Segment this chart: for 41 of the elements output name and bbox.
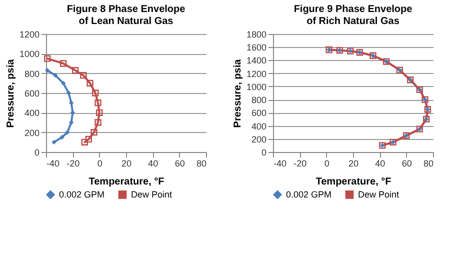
x-tick-label: 80 [423, 158, 434, 168]
x-tick-label: -40 [274, 158, 287, 168]
y-tick-label: 200 [24, 128, 40, 138]
y-tick-label: 600 [251, 108, 266, 118]
x-tick-label: 40 [148, 158, 158, 168]
y-axis-title: Pressure, psia [5, 58, 16, 128]
y-tick-label: 600 [24, 88, 40, 98]
x-tick-label: -20 [66, 158, 80, 168]
y-tick-label: 1800 [246, 30, 266, 40]
x-axis-title: Temperature, °F [88, 176, 164, 188]
y-tick-label: 1400 [246, 56, 266, 66]
y-tick-label: 400 [24, 108, 40, 118]
y-tick-label: 800 [251, 95, 266, 106]
y-tick-label: 1600 [246, 42, 266, 53]
chart-title: Figure 8 Phase Envelope of Lean Natural Gas [66, 4, 186, 27]
x-axis-title: Temperature, °F [316, 176, 392, 188]
y-tick-label: 1200 [19, 30, 40, 40]
x-tick-label: 60 [402, 158, 412, 168]
x-tick-label: 20 [348, 158, 359, 168]
x-tick-label: 20 [121, 158, 132, 168]
y-tick-label: 200 [251, 134, 266, 144]
y-axis-title: Pressure, psia [232, 58, 244, 128]
x-tick-label: 0 [97, 158, 102, 168]
y-tick-label: 0 [34, 148, 40, 158]
x-tick-label: 60 [174, 158, 185, 168]
legend-label: Dew Point [358, 190, 400, 200]
y-tick-label: 400 [251, 121, 266, 132]
y-tick-label: 1000 [19, 49, 40, 60]
y-tick-label: 1000 [246, 82, 266, 92]
chart-title: Figure 9 Phase Envelope of Rich Natural Gas [294, 4, 413, 27]
x-tick-label: 40 [375, 158, 386, 168]
x-tick-label: 0 [324, 158, 330, 168]
legend-label: 0.002 GPM [286, 190, 332, 200]
legend-label: 0.002 GPM [59, 190, 105, 200]
legend-label: Dew Point [131, 190, 173, 200]
y-tick-label: 0 [261, 148, 266, 158]
x-tick-label: 80 [196, 158, 206, 168]
x-tick-label: -20 [294, 158, 307, 168]
x-tick-label: -40 [46, 158, 60, 168]
y-tick-label: 800 [24, 68, 40, 79]
y-tick-label: 1200 [246, 68, 266, 79]
